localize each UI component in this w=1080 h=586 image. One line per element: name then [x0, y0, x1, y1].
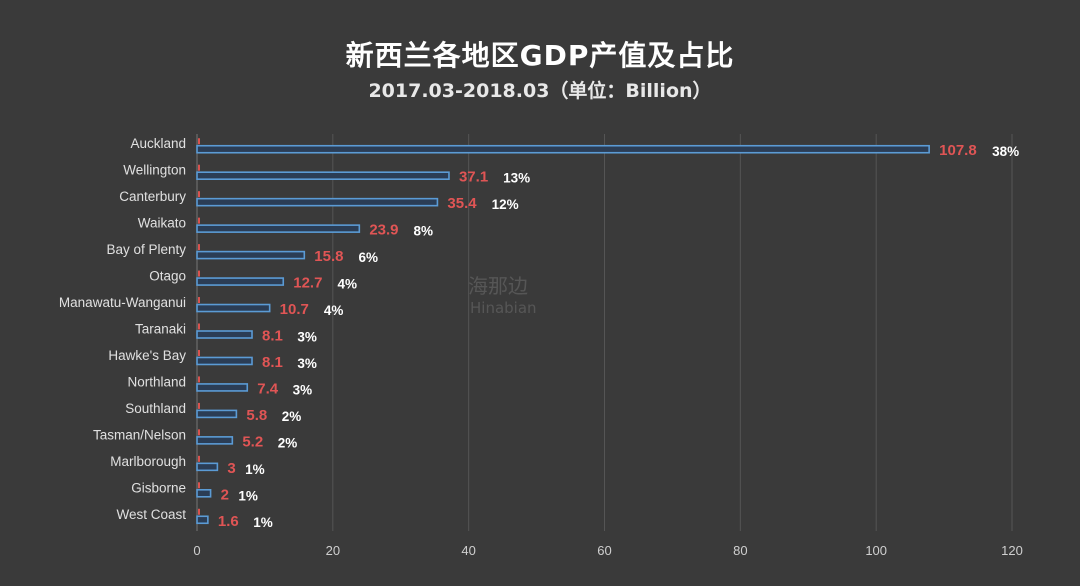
bar [196, 224, 361, 233]
category-label: Hawke's Bay [108, 348, 186, 363]
x-tick-label: 60 [597, 543, 611, 558]
share-label: 1% [253, 515, 273, 530]
bar [196, 409, 238, 419]
x-tick-label: 80 [733, 543, 747, 558]
value-label: 12.7 [293, 275, 322, 292]
category-label: Wellington [123, 163, 186, 178]
value-label: 35.4 [447, 195, 477, 212]
share-label: 13% [503, 171, 530, 186]
value-label: 5.8 [246, 407, 267, 424]
category-label: West Coast [116, 507, 186, 522]
category-label: Tasman/Nelson [93, 427, 186, 442]
category-label: Waikato [138, 216, 186, 231]
value-label: 8.1 [262, 354, 283, 371]
category-label: Marlborough [110, 454, 186, 469]
chart-subtitle: 2017.03-2018.03（单位：Billion） [368, 80, 712, 102]
share-label: 4% [324, 303, 344, 318]
bar [196, 462, 219, 472]
watermark-cn: 海那边 [468, 274, 528, 298]
watermark-en: Hinabian [470, 299, 537, 317]
watermark: 海那边 Hinabian [468, 274, 537, 317]
share-label: 3% [297, 330, 317, 345]
labels: Auckland 107.8 38%Wellington 37.1 13%Canterb… [59, 136, 1019, 530]
chart-title: 新西兰各地区GDP产值及占比 [345, 39, 735, 72]
x-tick-label: 120 [1001, 543, 1023, 558]
bar [196, 436, 234, 445]
x-tick-label: 100 [865, 543, 887, 558]
value-label: 107.8 [939, 142, 977, 159]
category-label: Bay of Plenty [106, 242, 186, 257]
bar [196, 144, 930, 154]
category-label: Auckland [130, 136, 186, 151]
category-label: Otago [149, 269, 186, 284]
value-label: 3 [227, 460, 235, 477]
share-label: 8% [414, 224, 434, 239]
bar [196, 383, 249, 392]
x-tick-label: 40 [461, 543, 475, 558]
share-label: 2% [282, 409, 302, 424]
bar [196, 277, 285, 286]
bars [196, 138, 930, 525]
value-label: 10.7 [280, 301, 309, 318]
value-label: 8.1 [262, 328, 283, 345]
share-label: 38% [992, 144, 1019, 159]
share-label: 2% [278, 435, 298, 450]
bar [196, 250, 306, 260]
share-label: 3% [293, 382, 313, 397]
share-label: 4% [337, 277, 357, 292]
bar [196, 356, 253, 366]
category-label: Taranaki [135, 322, 186, 337]
x-tick-label: 20 [326, 543, 340, 558]
value-label: 2 [221, 486, 229, 503]
value-label: 15.8 [314, 248, 343, 265]
bar [196, 330, 253, 339]
x-axis: 0 20 40 60 80 100 120 [193, 543, 1022, 558]
share-label: 12% [492, 197, 519, 212]
gridlines [196, 134, 1013, 531]
share-label: 6% [359, 250, 379, 265]
category-label: Northland [127, 374, 186, 389]
value-label: 5.2 [242, 433, 263, 450]
value-label: 7.4 [257, 380, 279, 397]
share-label: 3% [297, 356, 317, 371]
x-tick-label: 0 [193, 543, 200, 558]
bar [196, 171, 450, 180]
bar [196, 488, 212, 498]
value-label: 23.9 [369, 222, 398, 239]
bar [196, 515, 209, 525]
bar [196, 197, 439, 207]
value-label: 37.1 [459, 169, 488, 186]
category-label: Southland [125, 401, 186, 416]
category-label: Canterbury [119, 189, 186, 204]
value-label: 1.6 [218, 513, 239, 530]
category-label: Manawatu-Wanganui [59, 295, 186, 310]
share-label: 1% [245, 462, 265, 477]
category-label: Gisborne [131, 480, 186, 495]
share-label: 1% [238, 488, 258, 503]
bar [196, 303, 271, 313]
